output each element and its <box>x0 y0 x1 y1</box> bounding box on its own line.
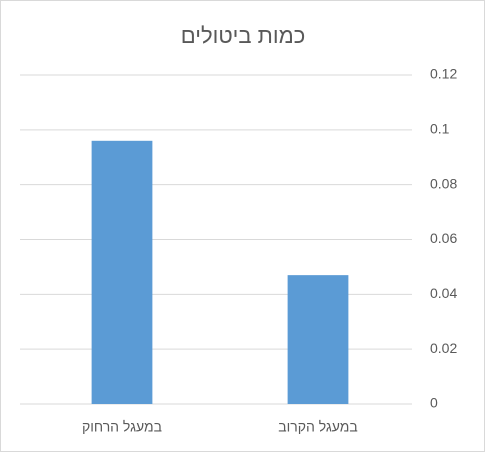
y-tick-label: 0 <box>430 395 438 411</box>
y-tick-label: 0.12 <box>430 66 457 82</box>
y-tick-label: 0.06 <box>430 230 457 246</box>
bar <box>91 140 153 405</box>
y-tick-label: 0.02 <box>430 340 457 356</box>
x-tick-label: במעגל הקרוב <box>278 419 358 435</box>
chart-title: כמות ביטולים <box>181 23 306 48</box>
bar <box>287 275 349 404</box>
y-tick-label: 0.08 <box>430 175 457 191</box>
y-tick-label: 0.04 <box>430 285 457 301</box>
x-tick-label: במעגל הרחוק <box>82 419 162 435</box>
y-tick-label: 0.1 <box>430 121 450 137</box>
